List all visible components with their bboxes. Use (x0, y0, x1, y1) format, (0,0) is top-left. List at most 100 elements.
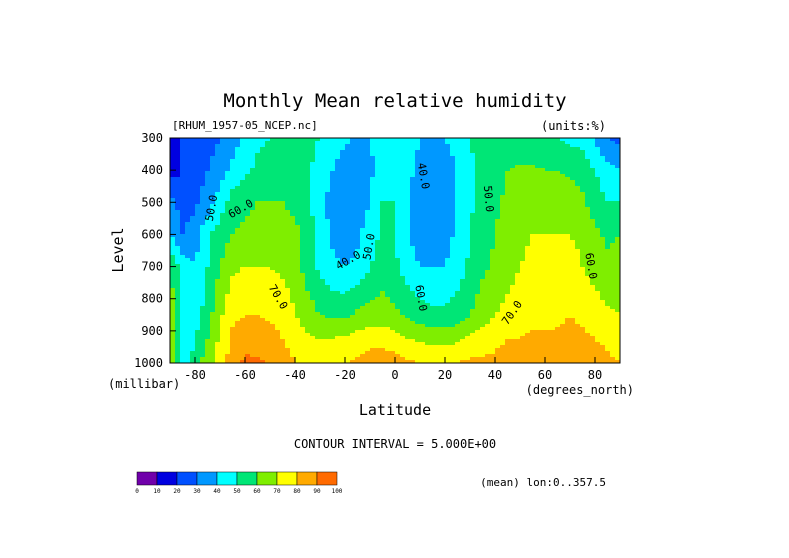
heatmap-cell (175, 249, 181, 253)
heatmap-cell (535, 210, 541, 214)
heatmap-cell (425, 300, 431, 304)
heatmap-cell (565, 219, 571, 223)
heatmap-cell (555, 255, 561, 259)
heatmap-cell (365, 162, 371, 166)
heatmap-cell (400, 144, 406, 148)
heatmap-cell (395, 201, 401, 205)
heatmap-cell (395, 210, 401, 214)
heatmap-cell (540, 183, 546, 187)
heatmap-cell (590, 150, 596, 154)
heatmap-cell (515, 231, 521, 235)
heatmap-cell (220, 204, 226, 208)
heatmap-cell (310, 195, 316, 199)
heatmap-cell (520, 177, 526, 181)
heatmap-cell (340, 282, 346, 286)
heatmap-cell (375, 282, 381, 286)
heatmap-cell (255, 216, 261, 220)
heatmap-cell (360, 201, 366, 205)
heatmap-cell (275, 288, 281, 292)
heatmap-cell (390, 201, 396, 205)
heatmap-cell (550, 282, 556, 286)
heatmap-cell (475, 141, 481, 145)
heatmap-cell (540, 297, 546, 301)
heatmap-cell (535, 282, 541, 286)
heatmap-cell (445, 186, 451, 190)
heatmap-cell (425, 138, 431, 142)
heatmap-cell (320, 270, 326, 274)
heatmap-cell (245, 183, 251, 187)
heatmap-cell (240, 231, 246, 235)
heatmap-cell (425, 219, 431, 223)
heatmap-cell (290, 150, 296, 154)
heatmap-cell (385, 153, 391, 157)
heatmap-cell (280, 192, 286, 196)
heatmap-cell (555, 276, 561, 280)
heatmap-cell (465, 276, 471, 280)
heatmap-cell (495, 168, 501, 172)
heatmap-cell (435, 207, 441, 211)
heatmap-cell (330, 240, 336, 244)
heatmap-cell (260, 276, 266, 280)
heatmap-cell (245, 300, 251, 304)
heatmap-cell (510, 297, 516, 301)
heatmap-cell (185, 168, 191, 172)
heatmap-cell (510, 237, 516, 241)
heatmap-cell (185, 231, 191, 235)
heatmap-cell (470, 207, 476, 211)
heatmap-cell (495, 228, 501, 232)
heatmap-cell (225, 255, 231, 259)
heatmap-cell (260, 189, 266, 193)
heatmap-cell (325, 300, 331, 304)
heatmap-cell (435, 210, 441, 214)
heatmap-cell (445, 153, 451, 157)
heatmap-cell (605, 285, 611, 289)
heatmap-cell (215, 291, 221, 295)
heatmap-cell (615, 228, 620, 232)
heatmap-cell (595, 213, 601, 217)
heatmap-cell (275, 294, 281, 298)
heatmap-cell (490, 222, 496, 226)
heatmap-cell (170, 186, 176, 190)
heatmap-cell (170, 252, 176, 256)
heatmap-cell (180, 165, 186, 169)
heatmap-cell (235, 219, 241, 223)
heatmap-cell (535, 255, 541, 259)
heatmap-cell (575, 204, 581, 208)
heatmap-cell (475, 171, 481, 175)
heatmap-cell (600, 255, 606, 259)
heatmap-cell (200, 279, 206, 283)
heatmap-cell (425, 255, 431, 259)
heatmap-cell (190, 180, 196, 184)
heatmap-cell (600, 249, 606, 253)
heatmap-cell (220, 153, 226, 157)
heatmap-cell (355, 294, 361, 298)
heatmap-cell (475, 219, 481, 223)
heatmap-cell (410, 219, 416, 223)
heatmap-cell (455, 180, 461, 184)
heatmap-cell (560, 168, 566, 172)
heatmap-cell (275, 282, 281, 286)
heatmap-cell (395, 255, 401, 259)
heatmap-cell (360, 195, 366, 199)
heatmap-cell (365, 207, 371, 211)
heatmap-cell (575, 225, 581, 229)
heatmap-cell (570, 153, 576, 157)
heatmap-cell (385, 267, 391, 271)
heatmap-cell (415, 204, 421, 208)
heatmap-cell (335, 303, 341, 307)
heatmap-cell (510, 144, 516, 148)
heatmap-cell (205, 246, 211, 250)
heatmap-cell (485, 183, 491, 187)
heatmap-cell (385, 294, 391, 298)
heatmap-cell (350, 249, 356, 253)
heatmap-cell (180, 294, 186, 298)
heatmap-cell (250, 183, 256, 187)
heatmap-cell (610, 141, 616, 145)
heatmap-cell (590, 243, 596, 247)
heatmap-cell (450, 258, 456, 262)
heatmap-cell (195, 282, 201, 286)
heatmap-cell (615, 276, 620, 280)
heatmap-cell (580, 147, 586, 151)
heatmap-cell (520, 222, 526, 226)
heatmap-cell (210, 192, 216, 196)
